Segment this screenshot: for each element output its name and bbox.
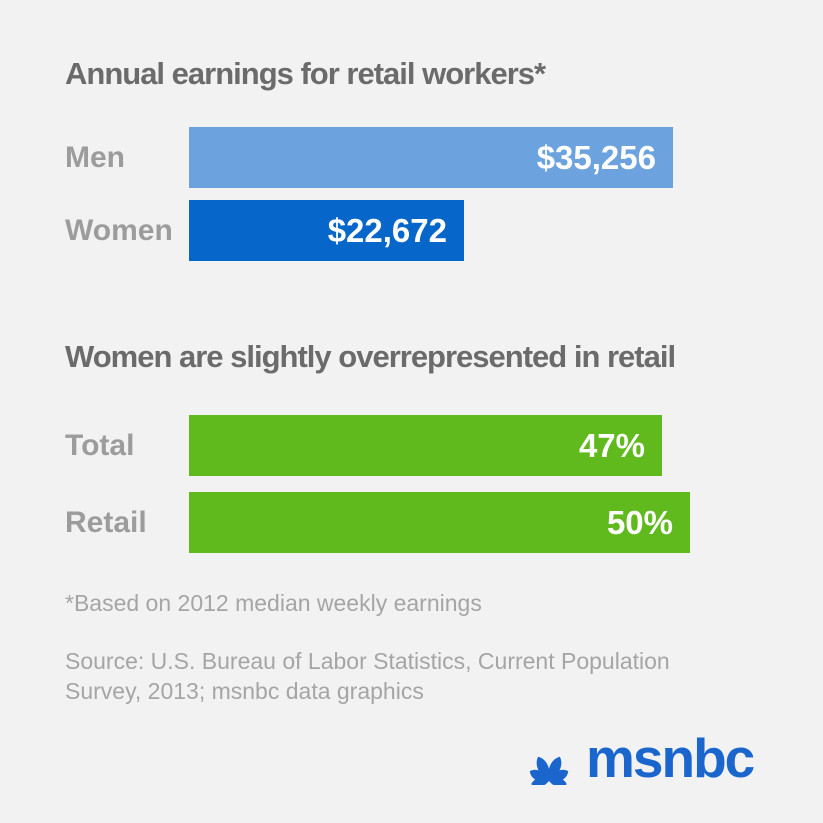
chart1-category-label-men: Men bbox=[65, 141, 125, 174]
chart2-bar-retail: 50% bbox=[189, 492, 690, 553]
nbc-peacock-icon bbox=[529, 756, 569, 785]
chart2-bar-total: 47% bbox=[189, 415, 662, 476]
chart1-category-label-women: Women bbox=[65, 214, 173, 247]
chart2-title: Women are slightly overrepresented in re… bbox=[65, 339, 676, 374]
footnote: *Based on 2012 median weekly earnings bbox=[65, 590, 482, 616]
source-text: Source: U.S. Bureau of Labor Statistics,… bbox=[65, 646, 670, 706]
msnbc-logo-text: msnbc bbox=[586, 727, 755, 789]
source-line-1: Source: U.S. Bureau of Labor Statistics,… bbox=[65, 648, 670, 674]
chart1-title: Annual earnings for retail workers* bbox=[65, 56, 546, 91]
chart1-bar-men: $35,256 bbox=[189, 127, 673, 188]
chart1-bar-women: $22,672 bbox=[189, 200, 464, 261]
chart2-category-label-total: Total bbox=[65, 429, 135, 462]
source-line-2: Survey, 2013; msnbc data graphics bbox=[65, 678, 424, 704]
chart2-category-label-retail: Retail bbox=[65, 506, 147, 539]
